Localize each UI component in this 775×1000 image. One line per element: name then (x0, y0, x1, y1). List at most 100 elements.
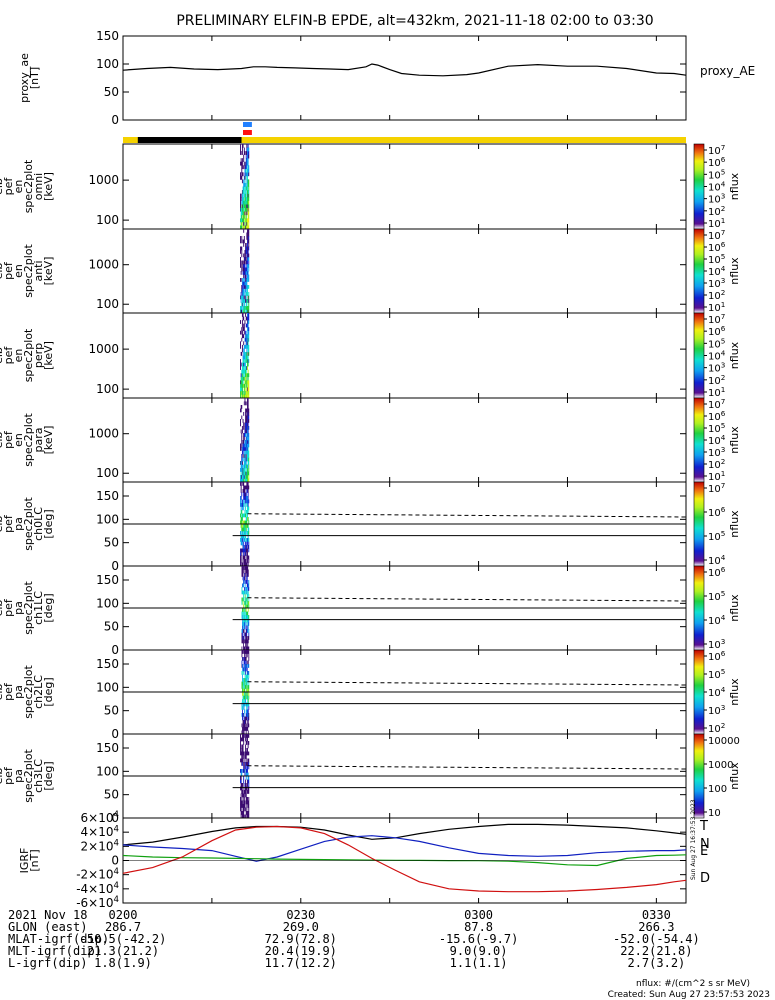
side-stamp: Sun Aug 27 16:37:53 2023 (690, 799, 697, 880)
heatmap-cell (241, 541, 243, 546)
heatmap-cell (241, 362, 243, 367)
panel-ch0LC: elbpefpaspec2plotch0LC[deg]0501001501041… (0, 481, 741, 573)
heatmap-cell (247, 772, 248, 777)
heatmap-cell (248, 751, 250, 756)
heatmap-cell (246, 583, 248, 588)
heatmap-cell (242, 583, 244, 588)
heatmap-cell (242, 566, 244, 570)
heatmap-cell (242, 197, 244, 201)
heatmap-cell (248, 629, 250, 633)
heatmap-cell (247, 471, 249, 476)
heatmap-cell (245, 225, 247, 230)
y-tick-label: 1000 (88, 173, 119, 187)
heatmap-cell (245, 660, 247, 665)
heatmap-cell (246, 394, 248, 399)
heatmap-cell (240, 271, 242, 275)
heatmap-cell (245, 716, 247, 721)
heatmap-cell (246, 625, 248, 630)
heatmap-cell (247, 622, 249, 626)
annotation-value: 20.4(19.9) (265, 944, 337, 958)
heatmap-cell (243, 590, 244, 595)
heatmap-cell (245, 678, 247, 682)
heatmap-cell (242, 440, 244, 444)
heatmap-cell (242, 786, 244, 791)
heatmap-cell (243, 566, 244, 570)
heatmap-cell (247, 531, 249, 535)
y-tick-label: 100 (96, 764, 119, 778)
heatmap-cell (246, 415, 248, 420)
heatmap-cell (247, 569, 249, 574)
heatmap-cell (244, 165, 246, 170)
heatmap-cell (245, 182, 247, 187)
heatmap-cell (241, 394, 243, 399)
heatmap-cell (243, 538, 245, 542)
heatmap-cell (247, 573, 249, 577)
heatmap-cell (243, 699, 245, 703)
heatmap-cell (240, 807, 241, 812)
colorbar (693, 228, 705, 314)
heatmap-cell (248, 440, 250, 444)
heatmap-cell (243, 776, 245, 780)
y-tick-label: -6×104 (76, 895, 119, 910)
heatmap-cell (241, 147, 243, 152)
heatmap-cell (243, 348, 245, 353)
colorbar-label: nflux (728, 594, 741, 622)
heatmap-cell (242, 706, 243, 710)
heatmap-cell (246, 587, 248, 591)
heatmap-cell (247, 545, 249, 549)
heatmap-cell (240, 278, 241, 282)
heatmap-cell (247, 478, 248, 483)
heatmap-cell (248, 168, 250, 173)
heatmap-cell (240, 429, 242, 434)
heatmap-cell (240, 380, 241, 385)
heatmap-cell (246, 685, 248, 689)
heatmap-cell (244, 755, 246, 759)
heatmap-cell (240, 295, 242, 300)
heatmap-cell (244, 615, 246, 619)
heatmap-cell (247, 295, 249, 300)
heatmap-cell (243, 394, 245, 399)
heatmap-cell (246, 639, 248, 644)
y-tick-label: 150 (96, 657, 119, 671)
heatmap-cell (247, 524, 249, 528)
heatmap-cell (241, 165, 243, 170)
heatmap-cell (244, 534, 246, 539)
heatmap-cell (245, 716, 247, 721)
heatmap-cell (242, 225, 244, 230)
heatmap-cell (240, 151, 241, 155)
heatmap-cell (243, 576, 245, 581)
heatmap-cell (240, 779, 241, 784)
heatmap-cell (243, 713, 245, 717)
heatmap-cell (245, 643, 247, 647)
heatmap-cell (247, 161, 248, 166)
heatmap-cell (241, 762, 243, 766)
heatmap-cell (248, 179, 250, 184)
heatmap-cell (247, 671, 249, 675)
heatmap-cell (243, 274, 245, 279)
heatmap-cell (241, 179, 243, 184)
heatmap-cell (247, 482, 249, 486)
heatmap-cell (243, 147, 245, 152)
heatmap-cell (240, 520, 241, 525)
annotation-value: 1.1(1.1) (450, 956, 508, 970)
heatmap-cell (241, 285, 243, 289)
heatmap-cell (247, 751, 249, 756)
heatmap-cell (247, 415, 249, 420)
heatmap-cell (243, 524, 245, 528)
heatmap-cell (240, 373, 242, 378)
heatmap-cell (244, 548, 246, 553)
colorbar-tick-label: 101 (708, 469, 725, 483)
panel-frame (122, 143, 687, 230)
heatmap-cell (245, 197, 247, 201)
heatmap-cell (244, 618, 246, 623)
heatmap-cell (245, 359, 247, 363)
heatmap-cell (241, 772, 243, 777)
heatmap-cell (243, 769, 245, 773)
heatmap-cell (241, 436, 243, 441)
y-axis-label-line: elb (0, 263, 5, 280)
y-axis-label-line: [deg] (42, 509, 55, 538)
heatmap-cell (242, 622, 243, 626)
heatmap-cell (245, 478, 247, 483)
heatmap-cell (244, 440, 246, 444)
